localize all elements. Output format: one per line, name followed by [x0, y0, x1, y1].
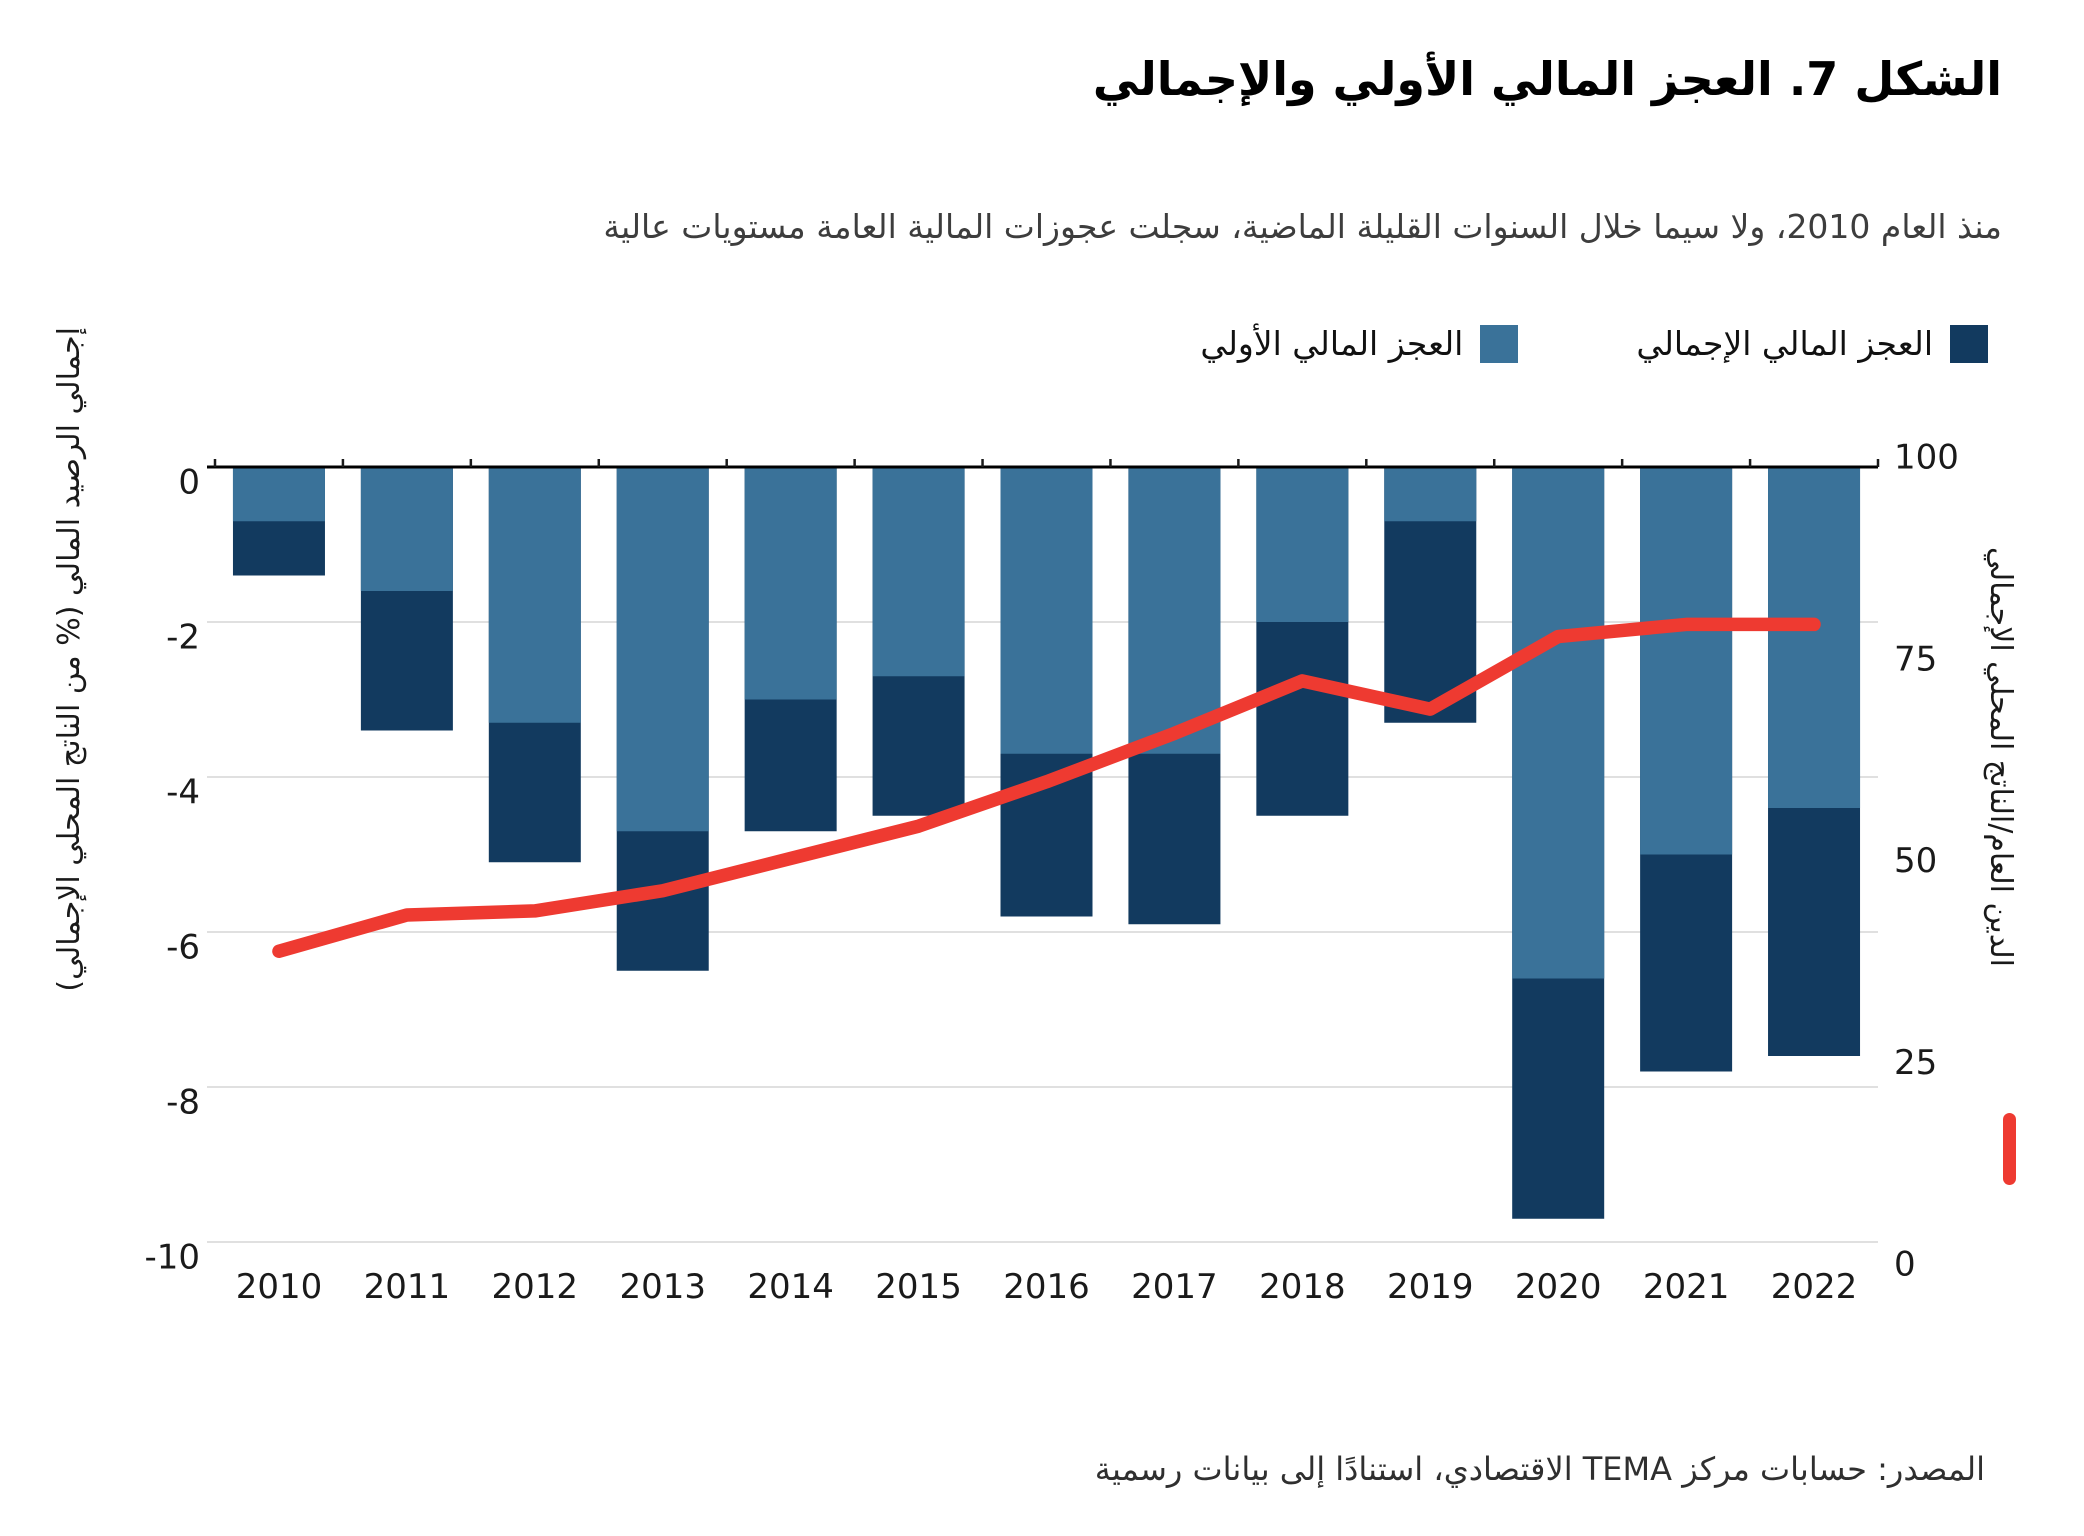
bar-primary-2012: [488, 467, 581, 723]
year-label-2014: 2014: [747, 1267, 834, 1307]
year-label-2021: 2021: [1643, 1267, 1730, 1307]
right-tick-label: 50: [1894, 841, 1937, 881]
bar-primary-2020: [1512, 467, 1605, 979]
left-tick-label: -4: [166, 773, 200, 813]
chart-subtitle: منذ العام 2010، ولا سيما خلال السنوات ال…: [603, 207, 2002, 246]
bar-primary-2010: [232, 467, 325, 522]
bar-primary-2011: [360, 467, 453, 591]
bar-primary-2015: [872, 467, 965, 677]
year-label-2022: 2022: [1771, 1267, 1858, 1307]
left-tick-label: -10: [144, 1238, 200, 1278]
legend-item-primary: العجز المالي الأولي: [1200, 324, 1519, 363]
bar-primary-2016: [1000, 467, 1093, 754]
primary-deficit-swatch-icon: [1480, 324, 1519, 363]
source-note: المصدر: حسابات مركز TEMA الاقتصادي، استن…: [1094, 1450, 1985, 1488]
legend-item-overall: العجز المالي الإجمالي: [1636, 324, 1988, 363]
bar-primary-2013: [616, 467, 709, 832]
left-tick-label: -2: [166, 618, 200, 658]
legend-label-primary: العجز المالي الأولي: [1200, 324, 1464, 363]
year-label-2013: 2013: [619, 1267, 706, 1307]
bar-primary-2014: [744, 467, 837, 700]
right-tick-label: 25: [1894, 1043, 1937, 1083]
year-label-2019: 2019: [1387, 1267, 1474, 1307]
bar-primary-2021: [1640, 467, 1733, 855]
right-tick-label: 75: [1894, 639, 1937, 679]
debt-line-legend-icon: [2003, 1113, 2016, 1185]
left-tick-label: 0: [178, 463, 200, 503]
chart-title: الشكل 7. العجز المالي الأولي والإجمالي: [1092, 52, 2002, 106]
year-label-2011: 2011: [364, 1267, 451, 1307]
year-label-2020: 2020: [1515, 1267, 1602, 1307]
bar-primary-2022: [1768, 467, 1861, 808]
overall-deficit-swatch-icon: [1950, 324, 1988, 363]
year-label-2012: 2012: [492, 1267, 579, 1307]
year-label-2015: 2015: [875, 1267, 962, 1307]
right-tick-label: 100: [1894, 438, 1959, 478]
debt-line: [272, 617, 1821, 959]
right-tick-label: 0: [1894, 1245, 1916, 1285]
year-label-2010: 2010: [236, 1267, 323, 1307]
legend: العجز المالي الإجمالي العجز المالي الأول…: [1200, 324, 1988, 363]
bar-primary-2017: [1128, 467, 1221, 754]
year-label-2018: 2018: [1259, 1267, 1346, 1307]
year-label-2016: 2016: [1003, 1267, 1090, 1307]
bar-primary-2018: [1256, 467, 1349, 622]
deficit-debt-chart: 0 -2 -4 -6 -8 -10 100 75 50 25 0 2010 2011 2012 2013 20…: [144, 438, 2016, 1307]
year-label-2017: 2017: [1131, 1267, 1218, 1307]
left-tick-label: -8: [166, 1083, 200, 1123]
left-tick-label: -6: [166, 928, 200, 968]
bar-primary-2019: [1384, 467, 1477, 522]
legend-label-overall: العجز المالي الإجمالي: [1636, 324, 1933, 363]
